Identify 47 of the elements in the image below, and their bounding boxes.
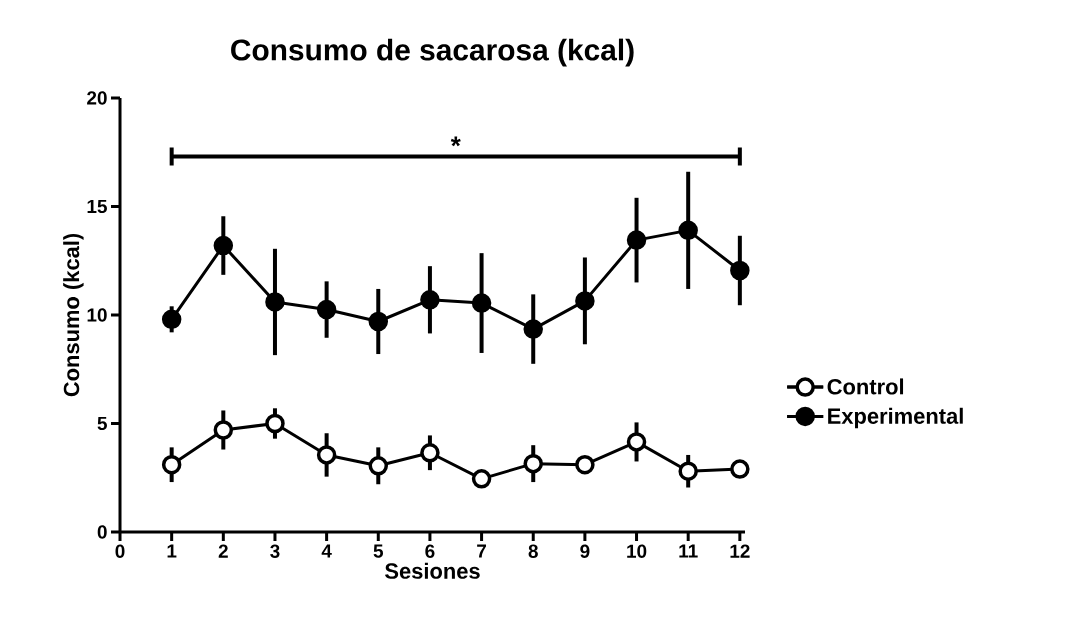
x-tick-label: 8 bbox=[528, 544, 538, 558]
y-tick-label: 0 bbox=[97, 525, 107, 539]
x-axis-title: Sesiones bbox=[385, 562, 480, 579]
x-tick-label: 5 bbox=[373, 544, 384, 558]
y-tick-label: 10 bbox=[87, 308, 107, 322]
x-tick-label: 9 bbox=[580, 544, 590, 558]
point bbox=[420, 290, 440, 310]
point bbox=[420, 443, 440, 463]
point bbox=[316, 299, 337, 320]
point bbox=[471, 469, 492, 489]
legend-label: Control bbox=[827, 378, 904, 395]
point bbox=[265, 292, 285, 312]
point bbox=[213, 420, 234, 440]
x-tick-label: 11 bbox=[679, 544, 698, 558]
point bbox=[575, 454, 595, 475]
point bbox=[678, 220, 698, 241]
point bbox=[575, 291, 595, 311]
point bbox=[368, 311, 389, 332]
x-tick-label: 4 bbox=[321, 544, 332, 558]
point bbox=[161, 454, 182, 475]
annotation: * bbox=[450, 136, 461, 147]
x-tick-label: 1 bbox=[167, 544, 177, 558]
point bbox=[626, 230, 647, 250]
y-tick-label: 20 bbox=[87, 91, 107, 105]
point bbox=[730, 260, 750, 281]
x-tick-label: 2 bbox=[218, 544, 228, 558]
point bbox=[316, 445, 337, 465]
x-tick-label: 0 bbox=[115, 544, 125, 558]
y-tick-label: 15 bbox=[87, 199, 107, 214]
x-tick-label: 7 bbox=[477, 544, 486, 558]
x-tick-label: 6 bbox=[425, 544, 435, 558]
x-tick-label: 10 bbox=[627, 544, 647, 558]
point bbox=[265, 413, 285, 434]
point bbox=[523, 319, 543, 339]
point bbox=[523, 453, 543, 474]
legend-label: Experimental bbox=[828, 407, 963, 429]
x-tick-label: 3 bbox=[270, 544, 280, 558]
point bbox=[213, 235, 234, 256]
point bbox=[626, 432, 647, 452]
chart-title: Consumo de sacarosa (kcal) bbox=[231, 38, 634, 67]
y-tick-label: 5 bbox=[97, 416, 107, 431]
point bbox=[730, 459, 750, 479]
point bbox=[471, 293, 492, 313]
y-axis-title: Consumo (kcal) bbox=[63, 233, 84, 397]
x-tick-label: 12 bbox=[730, 544, 750, 558]
point bbox=[678, 461, 698, 481]
point bbox=[368, 456, 389, 476]
